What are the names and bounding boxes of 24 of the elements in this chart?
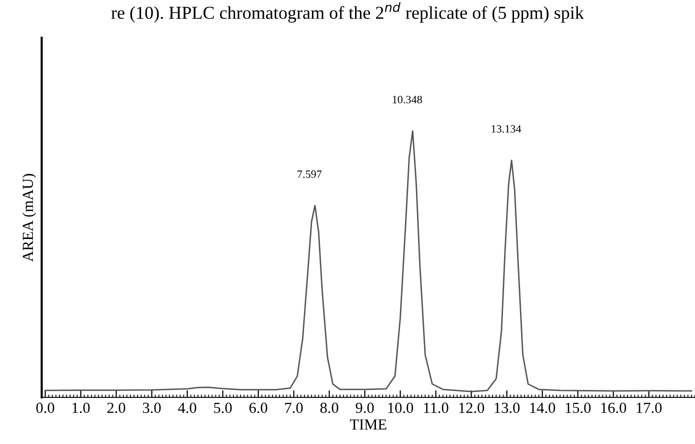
x-tick-label: 15.0 (566, 402, 591, 414)
x-tick-label: 7.0 (285, 402, 303, 414)
x-tick-label: 1.0 (72, 402, 90, 414)
annotation: 13.134 (492, 125, 522, 133)
x-tick-label: 5.0 (214, 402, 232, 414)
x-tick-label: 17.0 (636, 402, 662, 414)
x-tick-label: 14.0 (530, 402, 556, 414)
y-axis-title: AREA (mAU) (22, 174, 36, 262)
x-tick-label: 4.0 (178, 402, 196, 414)
x-axis-title: TIME (350, 419, 386, 430)
x-tick-label: 2.0 (107, 402, 126, 414)
annotation: 10.348 (392, 96, 422, 104)
x-tick-label: 6.0 (249, 402, 268, 414)
x-tick-label: 0.0 (36, 402, 54, 414)
x-tick-label: 3.0 (142, 402, 161, 414)
x-tick-label: 10.0 (388, 402, 414, 414)
annotation: 7.597 (298, 170, 322, 178)
chart-title: re (10). HPLC chromatogram of the 2$^{nd}$ replicate of (5 ppm) spik (111, 2, 584, 23)
x-tick-label: 8.0 (320, 402, 338, 414)
x-tick-label: 9.0 (356, 402, 374, 414)
x-tick-label: 12.0 (459, 402, 484, 414)
x-tick-label: 13.0 (494, 402, 520, 414)
x-tick-label: 11.0 (424, 402, 448, 414)
x-tick-label: 16.0 (601, 402, 626, 414)
